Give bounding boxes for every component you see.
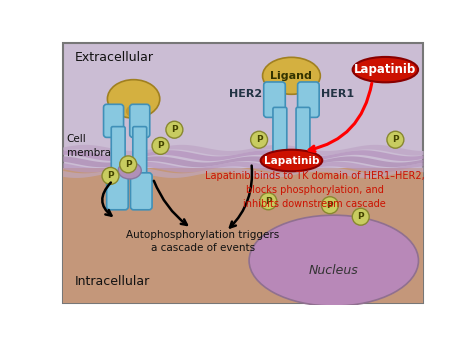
- FancyBboxPatch shape: [103, 104, 124, 138]
- Ellipse shape: [120, 156, 137, 173]
- Ellipse shape: [126, 105, 141, 117]
- Ellipse shape: [166, 121, 183, 138]
- Ellipse shape: [321, 197, 338, 214]
- Text: P: P: [392, 135, 399, 144]
- Text: Nucleus: Nucleus: [309, 264, 359, 277]
- Ellipse shape: [261, 150, 322, 171]
- FancyBboxPatch shape: [273, 107, 287, 153]
- Text: P: P: [171, 125, 178, 134]
- Text: Lapatinib: Lapatinib: [354, 63, 417, 76]
- FancyBboxPatch shape: [133, 127, 146, 180]
- Text: Autophosphorylation triggers
a cascade of events: Autophosphorylation triggers a cascade o…: [126, 230, 280, 253]
- FancyBboxPatch shape: [130, 173, 152, 210]
- Text: P: P: [357, 212, 364, 221]
- FancyBboxPatch shape: [298, 82, 319, 117]
- Text: P: P: [107, 172, 114, 180]
- FancyBboxPatch shape: [264, 82, 285, 117]
- Ellipse shape: [251, 131, 267, 148]
- Ellipse shape: [387, 131, 404, 148]
- Text: P: P: [265, 197, 272, 206]
- Text: Lapatinib binds to TK domain of HER1–HER2,
blocks phosphorylation, and
inhibits : Lapatinib binds to TK domain of HER1–HER…: [205, 171, 424, 209]
- Text: Lapatinib: Lapatinib: [264, 155, 319, 166]
- Ellipse shape: [102, 167, 119, 185]
- Ellipse shape: [108, 80, 160, 118]
- Ellipse shape: [118, 162, 141, 179]
- Text: P: P: [125, 160, 131, 169]
- Text: Extracellular: Extracellular: [74, 51, 153, 64]
- Text: Ligand: Ligand: [271, 71, 312, 81]
- Text: P: P: [256, 135, 263, 144]
- Text: P: P: [327, 201, 333, 210]
- Ellipse shape: [352, 208, 369, 225]
- Text: HER2: HER2: [229, 88, 262, 98]
- FancyBboxPatch shape: [107, 173, 128, 210]
- FancyBboxPatch shape: [130, 104, 150, 138]
- Text: Cell
membrane: Cell membrane: [66, 134, 124, 158]
- Ellipse shape: [260, 193, 277, 210]
- Ellipse shape: [152, 138, 169, 154]
- FancyBboxPatch shape: [296, 107, 310, 153]
- Ellipse shape: [263, 57, 320, 94]
- FancyBboxPatch shape: [63, 44, 423, 303]
- Text: P: P: [157, 141, 164, 150]
- FancyBboxPatch shape: [111, 127, 125, 180]
- Ellipse shape: [353, 57, 418, 82]
- Ellipse shape: [249, 215, 419, 306]
- Text: HER1: HER1: [321, 88, 354, 98]
- Text: Intracellular: Intracellular: [74, 275, 149, 288]
- FancyBboxPatch shape: [63, 168, 423, 303]
